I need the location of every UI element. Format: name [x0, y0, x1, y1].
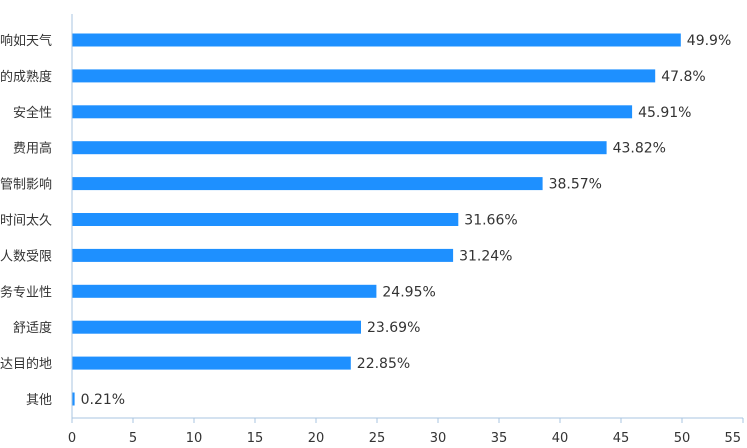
x-tick-label: 0 [68, 431, 76, 446]
x-tick-label: 40 [552, 431, 569, 446]
value-label: 47.8% [661, 69, 705, 85]
x-axis-ticks: 0 5 10 15 20 25 30 35 40 45 50 55 [68, 418, 744, 446]
x-tick-label: 15 [247, 431, 264, 446]
category-label: 设备显技术的成熟度 [0, 69, 52, 85]
x-tick-label: 35 [491, 431, 508, 446]
category-label: 安全性 [13, 105, 52, 121]
x-tick-label: 50 [674, 431, 691, 446]
category-label: 舒适度 [13, 320, 52, 336]
value-label: 43.82% [613, 141, 666, 157]
x-tick-label: 45 [613, 431, 630, 446]
bar [72, 392, 75, 406]
x-tick-label: 10 [186, 431, 203, 446]
category-label: 预约等待时间太久 [0, 213, 52, 229]
bar [72, 213, 459, 226]
x-tick-label: 20 [308, 431, 325, 446]
bar [72, 141, 607, 155]
value-label: 23.69% [367, 320, 420, 336]
value-label: 49.9% [687, 33, 731, 49]
bar [72, 177, 543, 191]
value-label: 24.95% [382, 284, 435, 300]
value-labels: 49.9% 47.8% 45.91% 43.82% 38.57% 31.66% 31.24%… [81, 33, 732, 408]
category-label: 费用高 [13, 141, 52, 157]
bar [72, 248, 454, 262]
category-label: 其他 [26, 393, 52, 408]
value-label: 45.91% [638, 105, 691, 121]
category-label: 不及时到达目的地 [0, 356, 52, 372]
bar [72, 105, 633, 119]
bar [72, 284, 377, 298]
x-tick-label: 25 [369, 431, 386, 446]
bar [72, 320, 361, 334]
category-label: 出行人数受限 [0, 249, 52, 264]
bar [72, 33, 681, 47]
value-label: 0.21% [81, 392, 125, 408]
x-tick-label: 55 [724, 431, 741, 446]
bars [72, 33, 681, 406]
value-label: 22.85% [357, 356, 410, 372]
value-label: 31.24% [459, 248, 512, 264]
value-label: 38.57% [549, 177, 602, 193]
x-tick-label: 30 [430, 431, 447, 446]
value-label: 31.66% [464, 213, 517, 229]
category-label: 意外因素影响如天气 [0, 33, 52, 49]
bar [72, 69, 656, 83]
category-labels: 意外因素影响如天气设备显技术的成熟度安全性费用高空中交通管制影响预约等待时间太久… [0, 33, 52, 408]
bar [72, 356, 351, 370]
category-label: 空中交通管制影响 [0, 177, 52, 193]
category-label: 服务专业性 [0, 284, 52, 300]
x-tick-label: 5 [129, 431, 137, 446]
